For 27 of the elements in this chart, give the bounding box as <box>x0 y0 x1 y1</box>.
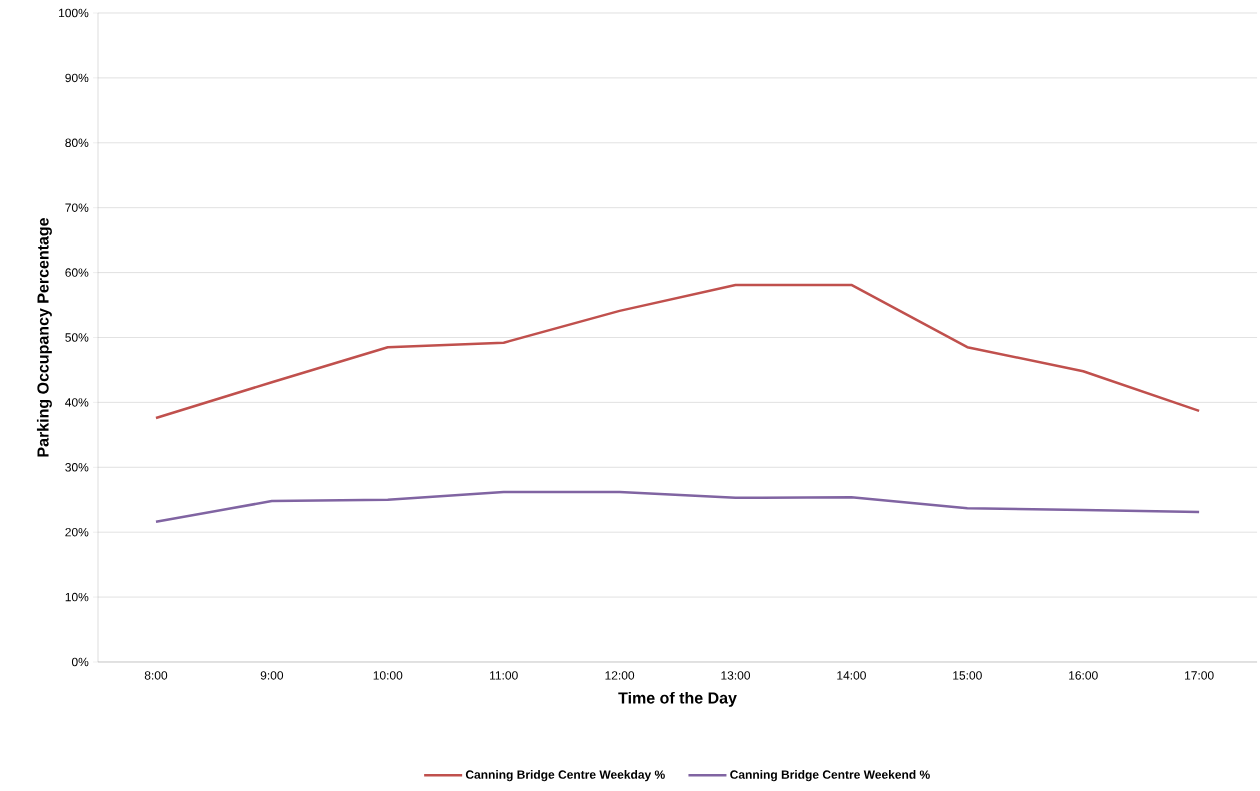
y-tick-label: 50% <box>65 333 89 342</box>
y-tick-label: 90% <box>65 73 89 83</box>
x-tick-label: 11:00 <box>490 671 518 680</box>
x-tick-label: 17:00 <box>1185 671 1214 680</box>
x-tick-label: 10:00 <box>373 671 403 680</box>
x-tick-label: 8:00 <box>144 671 168 680</box>
line-series <box>154 490 1201 524</box>
y-tick-label: 10% <box>65 592 89 602</box>
y-tick-label: 20% <box>65 527 89 537</box>
x-tick-label: 13:00 <box>721 671 751 680</box>
y-tick-label: 60% <box>65 268 89 277</box>
x-tick-label: 16:00 <box>1069 671 1098 680</box>
x-axis-title: Time of the Day <box>618 691 737 707</box>
line-series <box>154 283 1201 420</box>
y-tick-label: 100% <box>59 8 89 18</box>
x-tick-label: 9:00 <box>260 671 284 680</box>
x-tick-label: 15:00 <box>953 671 982 680</box>
y-tick-label: 40% <box>65 398 89 407</box>
y-tick-label: 70% <box>65 203 89 212</box>
y-tick-label: 80% <box>65 138 89 148</box>
x-tick-label: 14:00 <box>837 671 866 680</box>
legend-label: Canning Bridge Centre Weekday % <box>465 770 665 782</box>
y-axis-title: Parking Occupancy Percentage <box>36 218 52 457</box>
x-tick-label: 12:00 <box>605 671 635 680</box>
y-tick-label: 30% <box>65 463 89 472</box>
legend-label: Canning Bridge Centre Weekend % <box>730 770 930 782</box>
y-tick-label: 0% <box>71 657 89 667</box>
